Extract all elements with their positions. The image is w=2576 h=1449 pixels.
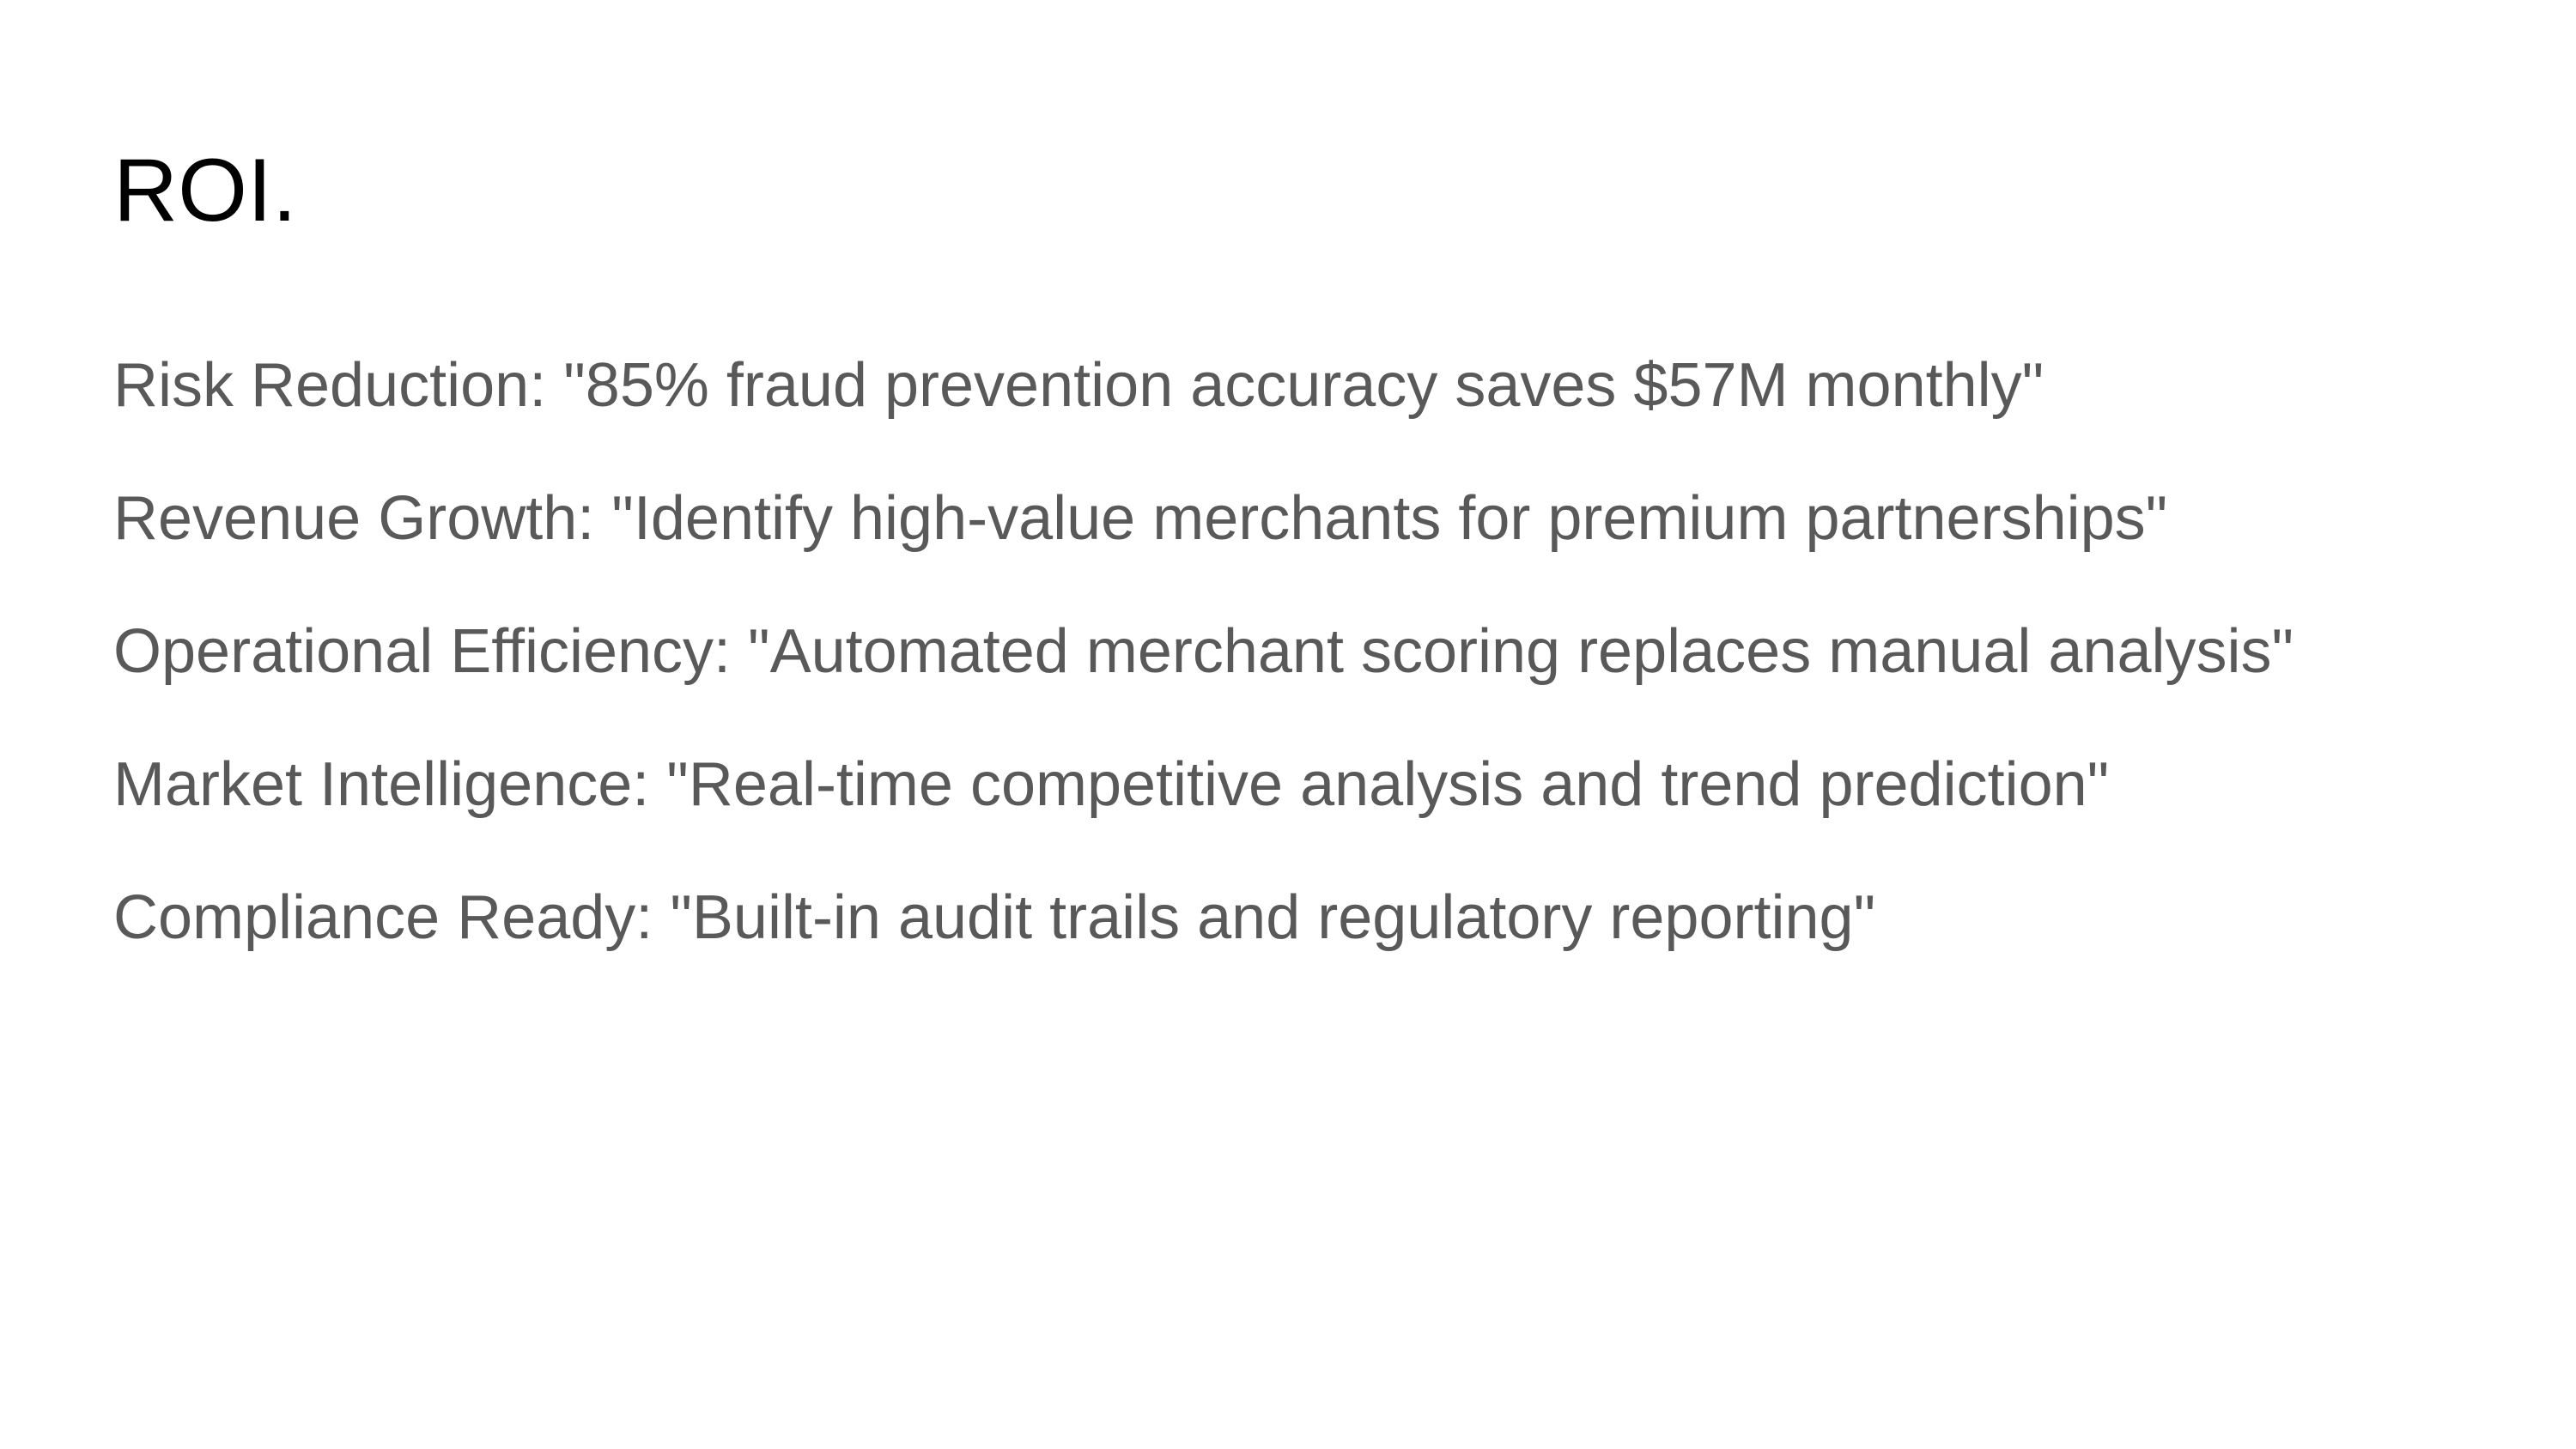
roi-point-compliance-ready: Compliance Ready: "Built-in audit trails… — [113, 883, 1876, 952]
roi-point-revenue-growth: Revenue Growth: "Identify high-value mer… — [113, 484, 2168, 553]
roi-point-market-intelligence: Market Intelligence: "Real-time competit… — [113, 750, 2110, 819]
roi-point-risk-reduction: Risk Reduction: "85% fraud prevention ac… — [113, 351, 2044, 420]
slide-title: ROI. — [113, 141, 297, 240]
roi-point-operational-efficiency: Operational Efficiency: "Automated merch… — [113, 617, 2294, 686]
roi-points-list: Risk Reduction: "85% fraud prevention ac… — [113, 350, 2293, 1016]
